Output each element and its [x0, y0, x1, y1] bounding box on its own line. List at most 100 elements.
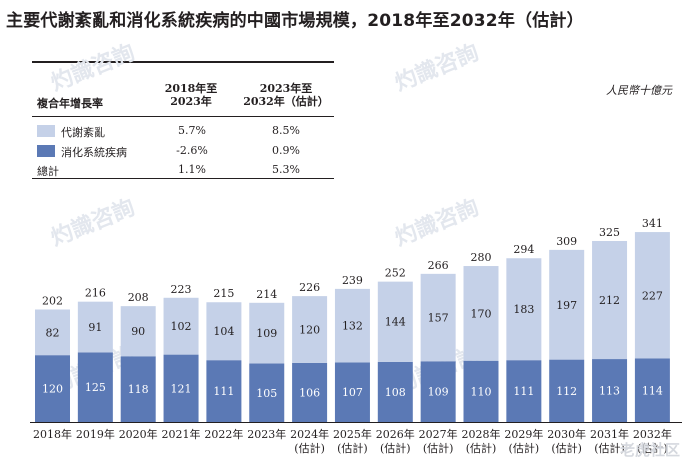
x-tick-label-sub: (估計) — [551, 441, 582, 455]
chart-title: 主要代謝紊亂和消化系統疾病的中國市場規模，2018年至2032年（估計） — [6, 11, 584, 31]
bar-digestive — [249, 363, 285, 422]
bar-metabolic — [77, 301, 113, 353]
label-total: 325 — [599, 226, 620, 239]
x-tick-label-sub: (估計) — [294, 441, 325, 455]
bar-metabolic — [120, 306, 156, 357]
x-tick-label: 2019年 — [76, 427, 115, 441]
table-rule-mid — [32, 116, 334, 117]
x-tick-label-sub: (估計) — [509, 441, 540, 455]
x-tick-label: 2020年 — [119, 427, 158, 441]
footer-watermark: 老虎社区 — [619, 441, 680, 459]
bar-digestive — [592, 359, 628, 422]
label-metabolic: 120 — [299, 324, 320, 337]
cagr-col2-line1: 2023年至 — [259, 82, 313, 95]
cagr-col1-header: 2018年至 2023年 — [158, 82, 224, 108]
label-metabolic: 102 — [171, 320, 192, 333]
cagr-header: 複合年增長率 — [37, 97, 103, 110]
label-digestive: 110 — [471, 385, 492, 398]
x-tick-label: 2018年 — [33, 427, 72, 441]
x-tick-label: 2028年 — [462, 427, 501, 441]
label-digestive: 112 — [556, 385, 577, 398]
label-total: 280 — [471, 251, 492, 264]
bar-digestive — [420, 361, 456, 422]
label-digestive: 111 — [513, 385, 534, 398]
label-digestive: 107 — [342, 386, 363, 399]
bar-metabolic — [292, 296, 328, 363]
bar-digestive — [35, 355, 70, 422]
label-metabolic: 212 — [599, 294, 620, 307]
cagr-metabolic-1: 5.7% — [178, 124, 206, 137]
x-tick-label-sub: (估計) — [594, 441, 625, 455]
bar-metabolic — [35, 309, 70, 356]
bar-metabolic — [549, 249, 585, 360]
label-total: 252 — [385, 267, 406, 280]
label-metabolic: 157 — [428, 312, 449, 325]
label-total: 266 — [428, 259, 449, 272]
bar-digestive — [334, 362, 370, 422]
label-total: 214 — [256, 288, 277, 301]
bar-metabolic — [506, 258, 542, 361]
cagr-digestive-1: -2.6% — [176, 144, 208, 157]
label-metabolic: 197 — [556, 299, 577, 312]
legend-label-digestive: 消化系統疾病 — [61, 146, 127, 159]
label-total: 309 — [556, 235, 577, 248]
x-tick-label: 2021年 — [162, 427, 201, 441]
legend-swatch-digestive — [37, 145, 55, 157]
x-tick-label-sub: (估計) — [637, 441, 668, 455]
bar-digestive — [506, 360, 542, 422]
bar-digestive — [77, 352, 113, 422]
legend-label-metabolic: 代謝紊亂 — [61, 126, 105, 139]
x-tick-label: 2031年 — [590, 427, 629, 441]
bar-digestive — [634, 358, 670, 422]
bar-metabolic — [634, 232, 670, 359]
x-tick-label-sub: (估計) — [423, 441, 454, 455]
table-rule-bottom — [32, 178, 334, 179]
x-tick-label: 2024年 — [290, 427, 329, 441]
label-digestive: 113 — [599, 385, 620, 398]
label-digestive: 109 — [428, 386, 449, 399]
x-tick-label: 2032年 — [633, 427, 672, 441]
x-tick-label-sub: (估計) — [466, 441, 497, 455]
cagr-col2-header: 2023年至 2032年（估計） — [238, 82, 334, 108]
x-tick-label: 2025年 — [333, 427, 372, 441]
bar-digestive — [292, 362, 328, 422]
x-tick-label-sub: (估計) — [337, 441, 368, 455]
label-total: 294 — [513, 243, 534, 256]
cagr-col1-line2: 2023年 — [170, 95, 212, 108]
label-metabolic: 183 — [513, 303, 534, 316]
label-total: 216 — [85, 287, 106, 300]
bar-digestive — [120, 356, 156, 422]
label-total: 341 — [642, 217, 663, 230]
cagr-total-1: 1.1% — [178, 163, 206, 176]
cagr-total-2: 5.3% — [272, 163, 300, 176]
label-digestive: 108 — [385, 386, 406, 399]
bar-metabolic — [420, 273, 456, 362]
x-tick-label: 2027年 — [419, 427, 458, 441]
label-metabolic: 144 — [385, 316, 406, 329]
label-total: 208 — [128, 291, 149, 304]
label-digestive: 118 — [128, 383, 149, 396]
label-digestive: 106 — [299, 386, 320, 399]
label-digestive: 121 — [171, 382, 192, 395]
cagr-col2-line2: 2032年（估計） — [243, 95, 329, 108]
label-digestive: 125 — [85, 381, 106, 394]
label-metabolic: 91 — [88, 321, 102, 334]
label-digestive: 114 — [642, 384, 663, 397]
label-metabolic: 82 — [46, 326, 60, 339]
bar-digestive — [463, 360, 499, 422]
x-tick-label: 2030年 — [547, 427, 586, 441]
bar-digestive — [206, 360, 242, 422]
label-digestive: 111 — [213, 385, 234, 398]
bar-digestive — [377, 361, 413, 422]
x-tick-label-sub: (估計) — [380, 441, 411, 455]
label-total: 239 — [342, 274, 363, 287]
label-metabolic: 104 — [213, 325, 234, 338]
bar-metabolic — [206, 302, 242, 361]
x-tick-label: 2029年 — [504, 427, 543, 441]
label-total: 215 — [213, 287, 234, 300]
legend-swatch-metabolic — [37, 125, 55, 137]
label-total: 202 — [42, 294, 63, 307]
label-total: 223 — [171, 283, 192, 296]
x-tick-label: 2026年 — [376, 427, 415, 441]
